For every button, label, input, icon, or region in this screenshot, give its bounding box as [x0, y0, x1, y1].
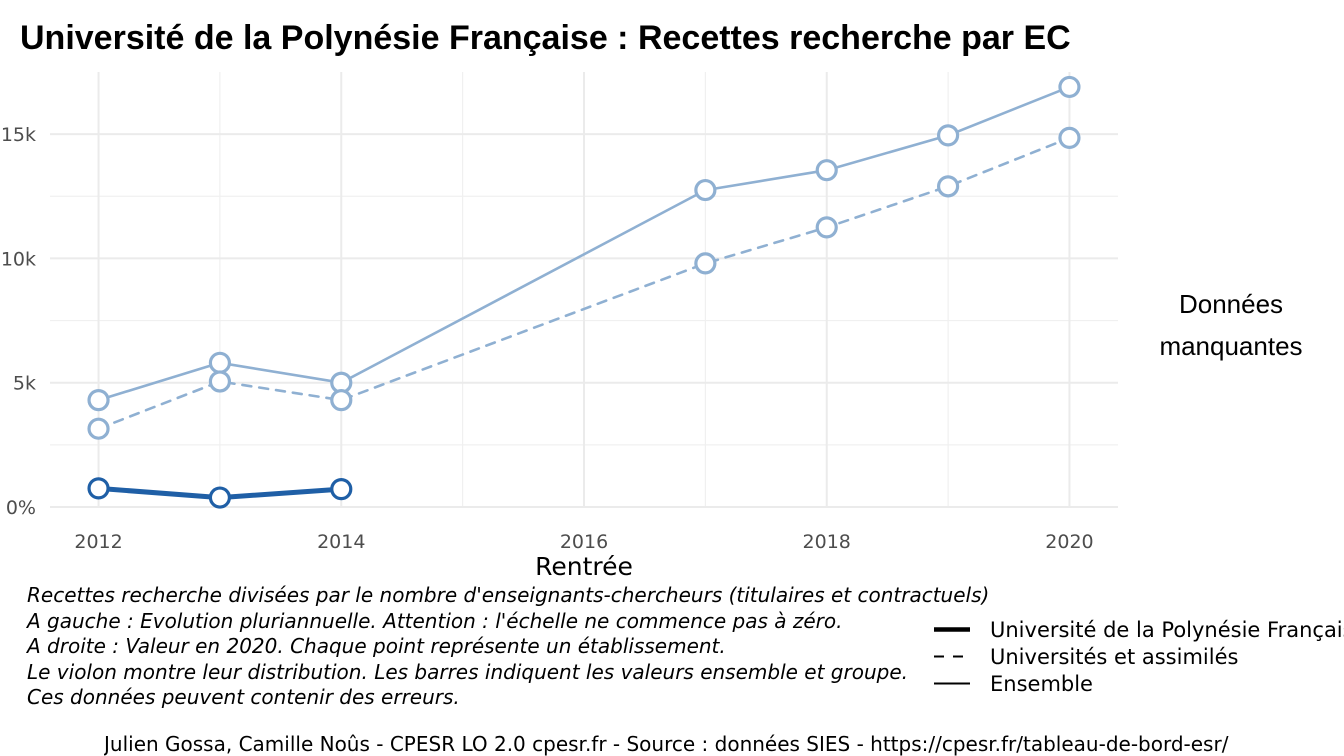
legend-item: Université de la Polynésie Française	[930, 616, 1344, 643]
data-point	[208, 486, 232, 509]
legend-label: Ensemble	[990, 671, 1093, 696]
data-point	[330, 478, 353, 501]
x-axis-ticks: 2012 2014 2016 2018 2020	[74, 531, 1093, 553]
y-tick-label: 5k	[13, 373, 36, 395]
x-tick-label: 2014	[317, 531, 365, 553]
x-tick-label: 2018	[803, 531, 851, 553]
legend-label: Université de la Polynésie Française	[990, 617, 1344, 642]
data-point	[330, 389, 353, 412]
legend-item: Universités et assimilés	[930, 643, 1344, 670]
chart-series	[87, 75, 1081, 509]
data-point	[815, 159, 838, 182]
chart-caption: Recettes recherche divisées par le nombr…	[27, 583, 1027, 711]
legend-item: Ensemble	[930, 670, 1344, 697]
chart-legend: Université de la Polynésie Française Uni…	[930, 616, 1344, 697]
caption-line: A gauche : Evolution pluriannuelle. Atte…	[27, 608, 843, 633]
data-point	[936, 124, 960, 147]
legend-key-solid	[934, 682, 970, 685]
y-tick-label: 15k	[1, 124, 36, 146]
data-point	[694, 252, 717, 275]
legend-key-dashed	[934, 655, 970, 658]
y-tick-label: 10k	[1, 248, 36, 270]
x-axis-title: Rentrée	[535, 552, 633, 581]
legend-key-thick-solid	[934, 627, 970, 632]
data-point	[1058, 126, 1081, 149]
data-point	[87, 477, 110, 500]
data-point	[1058, 75, 1081, 99]
caption-line: A droite : Valeur en 2020. Chaque point …	[27, 634, 726, 658]
x-tick-label: 2012	[74, 531, 122, 553]
chart-credits: Julien Gossa, Camille Noûs - CPESR LO 2.…	[104, 732, 1229, 756]
chart-title: Université de la Polynésie Française : R…	[20, 19, 1071, 57]
missing-data-line-1: Données	[1179, 289, 1283, 319]
missing-data-line-2: manquantes	[1159, 331, 1302, 361]
series-1	[87, 126, 1081, 440]
x-tick-label: 2020	[1045, 531, 1093, 553]
data-point	[87, 389, 110, 412]
data-point	[694, 178, 717, 202]
series-0	[87, 477, 353, 509]
data-point	[87, 417, 110, 440]
x-tick-label: 2016	[560, 531, 608, 553]
data-point	[815, 216, 838, 239]
data-point	[208, 351, 232, 374]
caption-line: Ces données peuvent contenir des erreurs…	[27, 685, 460, 709]
legend-label: Universités et assimilés	[990, 644, 1239, 669]
y-axis-ticks: 0% 5k 10k 15k	[1, 124, 36, 519]
chart: Université de la Polynésie Française : R…	[1, 19, 1303, 581]
caption-line: Recettes recherche divisées par le nombr…	[27, 583, 990, 607]
y-tick-label: 0%	[6, 497, 36, 519]
data-point	[936, 175, 960, 198]
data-point	[208, 370, 232, 393]
caption-line: Le violon montre leur distribution. Les …	[27, 659, 908, 684]
